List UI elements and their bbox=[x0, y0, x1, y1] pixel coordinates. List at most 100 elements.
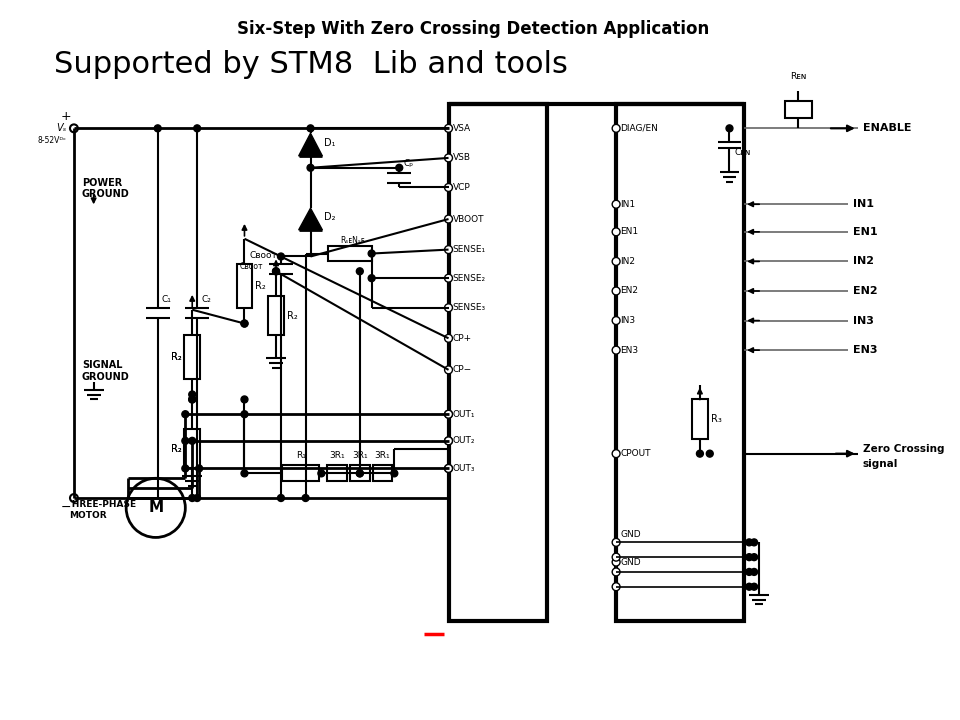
Text: CP+: CP+ bbox=[452, 334, 471, 343]
Text: Six-Step With Zero Crossing Detection Application: Six-Step With Zero Crossing Detection Ap… bbox=[237, 19, 709, 37]
Bar bbox=[372, 465, 393, 481]
Circle shape bbox=[369, 250, 375, 257]
Text: EN3: EN3 bbox=[852, 345, 877, 355]
Text: VBOOT: VBOOT bbox=[452, 215, 484, 223]
Circle shape bbox=[155, 125, 161, 132]
Circle shape bbox=[396, 164, 402, 171]
Text: VSB: VSB bbox=[452, 153, 470, 163]
Text: CP−: CP− bbox=[452, 365, 471, 374]
Text: GND: GND bbox=[620, 557, 640, 567]
Circle shape bbox=[70, 125, 78, 132]
Circle shape bbox=[444, 464, 452, 472]
Text: R₃: R₃ bbox=[710, 414, 722, 424]
Circle shape bbox=[444, 184, 452, 192]
Bar bbox=[327, 465, 347, 481]
Polygon shape bbox=[299, 208, 323, 230]
Circle shape bbox=[746, 583, 753, 590]
Text: R₂: R₂ bbox=[171, 352, 181, 362]
Text: ENABLE: ENABLE bbox=[862, 123, 911, 133]
Text: VCP: VCP bbox=[452, 183, 470, 192]
Circle shape bbox=[241, 320, 248, 327]
Text: 3R₁: 3R₁ bbox=[329, 451, 345, 459]
Text: −: − bbox=[60, 501, 71, 514]
Bar bbox=[282, 465, 320, 481]
Circle shape bbox=[369, 275, 375, 282]
Circle shape bbox=[181, 411, 189, 418]
Text: R₂: R₂ bbox=[171, 444, 181, 454]
Text: IN2: IN2 bbox=[620, 257, 636, 266]
Circle shape bbox=[444, 246, 452, 253]
Circle shape bbox=[391, 470, 397, 477]
Circle shape bbox=[612, 568, 620, 576]
Circle shape bbox=[189, 437, 196, 444]
Circle shape bbox=[318, 470, 324, 477]
Text: R₂: R₂ bbox=[171, 444, 181, 454]
Text: D₂: D₂ bbox=[324, 212, 336, 222]
Text: EN1: EN1 bbox=[620, 228, 638, 236]
Circle shape bbox=[155, 495, 161, 501]
Circle shape bbox=[612, 450, 620, 458]
Text: C₁: C₁ bbox=[161, 295, 172, 304]
Text: IN2: IN2 bbox=[852, 256, 874, 266]
Bar bbox=[350, 465, 370, 481]
Circle shape bbox=[444, 410, 452, 418]
Circle shape bbox=[444, 215, 452, 223]
Text: POWER: POWER bbox=[82, 178, 122, 187]
Circle shape bbox=[612, 125, 620, 132]
Circle shape bbox=[612, 582, 620, 590]
Text: 3R₁: 3R₁ bbox=[374, 451, 391, 459]
Text: 8-52Vᴰᶜ: 8-52Vᴰᶜ bbox=[37, 135, 66, 145]
Circle shape bbox=[612, 200, 620, 208]
Circle shape bbox=[444, 334, 452, 342]
Text: 'HREE-PHASE
MOTOR: 'HREE-PHASE MOTOR bbox=[69, 500, 136, 520]
Circle shape bbox=[444, 366, 452, 374]
Text: GROUND: GROUND bbox=[82, 372, 130, 382]
Polygon shape bbox=[299, 133, 323, 156]
Text: IN1: IN1 bbox=[852, 199, 874, 210]
Bar bbox=[268, 296, 284, 336]
Circle shape bbox=[189, 396, 196, 403]
Circle shape bbox=[189, 391, 196, 398]
Circle shape bbox=[277, 495, 284, 501]
Text: EN2: EN2 bbox=[852, 286, 877, 296]
Circle shape bbox=[194, 495, 201, 501]
Bar bbox=[184, 336, 200, 379]
Text: Cₚ: Cₚ bbox=[403, 159, 414, 168]
Text: GROUND: GROUND bbox=[82, 189, 130, 199]
Circle shape bbox=[307, 164, 314, 171]
Circle shape bbox=[70, 494, 78, 502]
Circle shape bbox=[707, 450, 713, 457]
Circle shape bbox=[356, 470, 363, 477]
Circle shape bbox=[444, 154, 452, 162]
Circle shape bbox=[241, 411, 248, 418]
Bar bbox=[692, 400, 708, 439]
Text: R₂: R₂ bbox=[171, 352, 181, 362]
Text: Vₛ: Vₛ bbox=[56, 123, 66, 133]
Bar bbox=[784, 101, 812, 119]
Bar bbox=[184, 429, 200, 469]
Text: EN2: EN2 bbox=[620, 287, 638, 295]
Text: SENSE₂: SENSE₂ bbox=[452, 274, 486, 283]
Circle shape bbox=[612, 228, 620, 235]
Circle shape bbox=[751, 554, 757, 561]
Circle shape bbox=[746, 554, 753, 561]
Text: SENSE₃: SENSE₃ bbox=[452, 303, 486, 312]
Circle shape bbox=[277, 253, 284, 260]
Text: CPOUT: CPOUT bbox=[620, 449, 651, 458]
Text: IN3: IN3 bbox=[852, 315, 874, 325]
Circle shape bbox=[196, 465, 203, 472]
Text: C₂: C₂ bbox=[201, 295, 211, 304]
Text: Rᴇɴ: Rᴇɴ bbox=[790, 72, 806, 81]
Circle shape bbox=[696, 450, 704, 457]
Circle shape bbox=[273, 268, 279, 275]
Circle shape bbox=[612, 553, 620, 561]
Circle shape bbox=[302, 495, 309, 501]
Circle shape bbox=[612, 539, 620, 546]
Bar bbox=[236, 264, 252, 307]
Text: Zero Crossing: Zero Crossing bbox=[862, 444, 944, 454]
Bar bbox=[328, 246, 372, 261]
Text: SENSE₁: SENSE₁ bbox=[452, 245, 486, 254]
Text: RₛᴇΝₛᴇ: RₛᴇΝₛᴇ bbox=[340, 236, 365, 246]
Circle shape bbox=[612, 558, 620, 566]
Circle shape bbox=[444, 304, 452, 312]
